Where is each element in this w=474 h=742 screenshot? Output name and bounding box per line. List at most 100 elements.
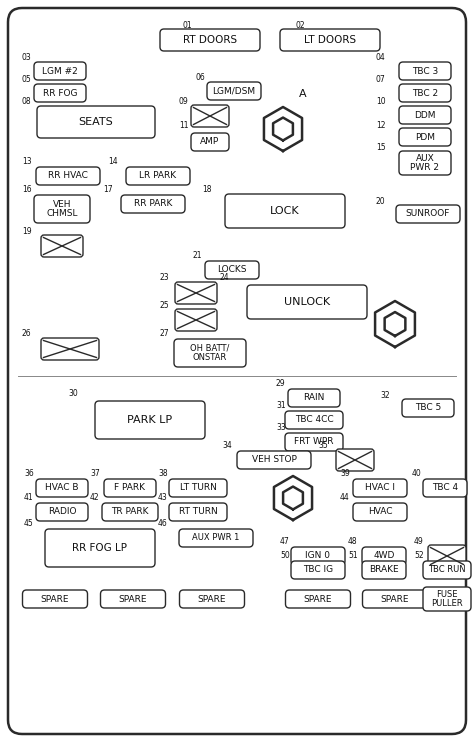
FancyBboxPatch shape [399,62,451,80]
Text: 15: 15 [376,143,386,152]
Text: TBC RUN: TBC RUN [428,565,466,574]
Text: LOCK: LOCK [270,206,300,216]
FancyBboxPatch shape [179,529,253,547]
Text: 43: 43 [158,493,168,502]
FancyBboxPatch shape [353,503,407,521]
Text: OH BATT/
ONSTAR: OH BATT/ ONSTAR [191,344,230,362]
Text: 03: 03 [22,53,32,62]
Text: 27: 27 [160,329,170,338]
Text: 31: 31 [276,401,286,410]
Text: AMP: AMP [201,137,219,146]
FancyBboxPatch shape [363,590,428,608]
Text: SPARE: SPARE [381,594,409,603]
Text: PARK LP: PARK LP [128,415,173,425]
Text: 14: 14 [108,157,118,166]
Text: 17: 17 [103,185,113,194]
FancyBboxPatch shape [34,62,86,80]
Text: UNLOCK: UNLOCK [284,297,330,307]
Text: HVAC I: HVAC I [365,484,395,493]
FancyBboxPatch shape [174,339,246,367]
Text: FRT WPR: FRT WPR [294,438,334,447]
Text: TBC 4: TBC 4 [432,484,458,493]
Text: AUX
PWR 2: AUX PWR 2 [410,154,439,172]
Text: LR PARK: LR PARK [139,171,176,180]
Text: 34: 34 [222,441,232,450]
Text: 49: 49 [414,537,424,546]
Text: 21: 21 [193,251,202,260]
FancyBboxPatch shape [237,451,311,469]
Text: 30: 30 [68,389,78,398]
Text: 11: 11 [179,121,189,130]
Text: 23: 23 [160,273,170,282]
Text: 01: 01 [183,21,192,30]
FancyBboxPatch shape [36,503,88,521]
FancyBboxPatch shape [34,84,86,102]
FancyBboxPatch shape [399,128,451,146]
Text: 07: 07 [376,75,386,84]
FancyBboxPatch shape [22,590,88,608]
FancyBboxPatch shape [288,389,340,407]
FancyBboxPatch shape [402,399,454,417]
FancyBboxPatch shape [291,547,345,565]
FancyBboxPatch shape [336,449,374,471]
Text: 26: 26 [22,329,32,338]
Text: 13: 13 [22,157,32,166]
Text: 33: 33 [276,423,286,432]
Text: 39: 39 [340,469,350,478]
FancyBboxPatch shape [102,503,158,521]
FancyBboxPatch shape [41,338,99,360]
FancyBboxPatch shape [36,167,100,185]
FancyBboxPatch shape [399,106,451,124]
Text: DDM: DDM [414,111,436,119]
Text: 41: 41 [24,493,34,502]
FancyBboxPatch shape [121,195,185,213]
Text: 12: 12 [376,121,385,130]
Text: 32: 32 [380,391,390,400]
Text: LGM/DSM: LGM/DSM [212,87,255,96]
FancyBboxPatch shape [37,106,155,138]
Text: 51: 51 [348,551,357,560]
Text: 36: 36 [24,469,34,478]
FancyBboxPatch shape [169,503,227,521]
FancyBboxPatch shape [41,235,83,257]
Text: SPARE: SPARE [119,594,147,603]
FancyBboxPatch shape [100,590,165,608]
Text: RT DOORS: RT DOORS [183,35,237,45]
FancyBboxPatch shape [104,479,156,497]
FancyBboxPatch shape [399,84,451,102]
Text: 10: 10 [376,97,386,106]
Text: 37: 37 [90,469,100,478]
Text: 24: 24 [220,273,229,282]
FancyBboxPatch shape [175,282,217,304]
FancyBboxPatch shape [34,195,90,223]
FancyBboxPatch shape [191,105,229,127]
FancyBboxPatch shape [353,479,407,497]
Text: SPARE: SPARE [198,594,226,603]
Text: FUSE
PULLER: FUSE PULLER [431,590,463,608]
FancyBboxPatch shape [285,411,343,429]
Text: SUNROOF: SUNROOF [406,209,450,218]
FancyBboxPatch shape [362,547,406,565]
Text: RT TURN: RT TURN [179,508,218,516]
Text: 02: 02 [296,21,306,30]
Text: TBC IG: TBC IG [303,565,333,574]
FancyBboxPatch shape [191,133,229,151]
Text: RR FOG: RR FOG [43,88,77,97]
Text: 45: 45 [24,519,34,528]
Text: AUX PWR 1: AUX PWR 1 [192,533,240,542]
Text: PDM: PDM [415,133,435,142]
Text: 16: 16 [22,185,32,194]
FancyBboxPatch shape [207,82,261,100]
FancyBboxPatch shape [396,205,460,223]
Text: TR PARK: TR PARK [111,508,149,516]
Text: A: A [299,89,307,99]
Text: LOCKS: LOCKS [217,266,247,275]
FancyBboxPatch shape [175,309,217,331]
Text: 42: 42 [90,493,100,502]
FancyBboxPatch shape [36,479,88,497]
Text: VEH STOP: VEH STOP [252,456,296,464]
Text: 50: 50 [280,551,290,560]
FancyBboxPatch shape [247,285,367,319]
Text: 38: 38 [158,469,168,478]
Text: HVAC B: HVAC B [45,484,79,493]
